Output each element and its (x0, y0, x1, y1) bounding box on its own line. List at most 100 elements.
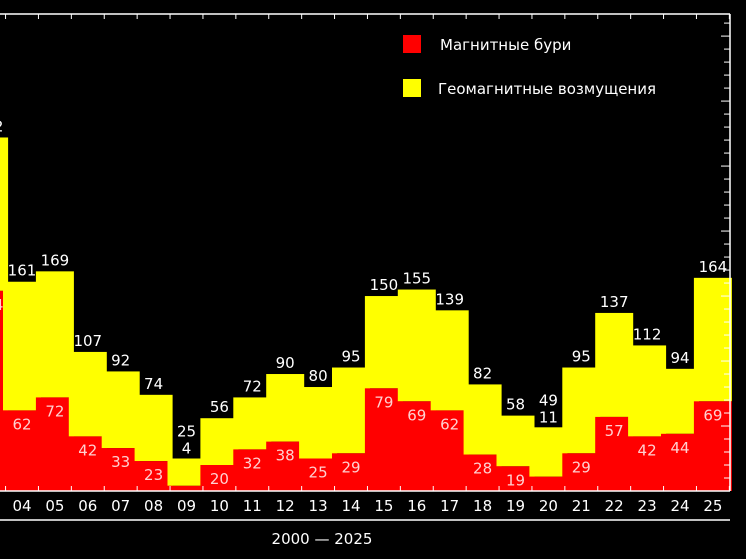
bar-storms-13 (299, 458, 338, 491)
bar-storms-16 (397, 401, 436, 491)
x-tick-label-22: 22 (605, 497, 624, 515)
bars: 2721541616216972107429233742325456207232… (0, 117, 732, 491)
bar-disturbances-06 (68, 351, 107, 437)
bar-storms-23 (628, 436, 667, 491)
total-label-13: 80 (309, 367, 328, 385)
total-label-14: 95 (341, 348, 360, 366)
x-tick-label-18: 18 (473, 497, 492, 515)
bar-storms-20 (529, 476, 568, 491)
storms-label-03: 154 (0, 296, 3, 314)
storms-label-10: 20 (210, 470, 229, 488)
storms-label-24: 44 (670, 439, 689, 457)
storms-label-13: 25 (309, 464, 328, 482)
storms-label-23: 42 (638, 441, 657, 459)
bar-disturbances-07 (101, 371, 140, 449)
total-label-18: 82 (473, 364, 492, 382)
total-label-05: 169 (41, 251, 70, 269)
bar-disturbances-04 (3, 281, 41, 411)
legend-label-storms: Магнитные бури (440, 36, 571, 54)
x-tick-label-14: 14 (341, 497, 360, 515)
total-label-12: 90 (276, 354, 295, 372)
bar-storms-25 (693, 401, 732, 491)
x-tick-label-07: 07 (111, 497, 130, 515)
bar-storms-10 (200, 465, 239, 491)
x-axis-label: 2000 — 2025 (272, 530, 373, 548)
x-tick-label-08: 08 (144, 497, 163, 515)
bar-storms-04 (3, 410, 41, 491)
bar-disturbances-05 (35, 271, 74, 398)
storms-label-17: 62 (440, 415, 459, 433)
bar-storms-15 (364, 388, 403, 491)
x-tick-label-09: 09 (177, 497, 196, 515)
total-label-19: 58 (506, 396, 525, 414)
x-tick-labels: 0304050607080910111213141516171819202122… (12, 497, 722, 515)
total-label-04: 161 (8, 262, 37, 280)
total-label-25: 164 (699, 258, 728, 276)
total-label-23: 112 (633, 325, 662, 343)
total-label-09: 25 (177, 423, 196, 441)
bar-storms-09 (167, 485, 206, 491)
storms-label-08: 23 (144, 466, 163, 484)
bar-storms-06 (68, 436, 107, 491)
legend-swatch-storms (403, 35, 421, 53)
legend: Магнитные бури Геомагнитные возмущения (403, 35, 656, 98)
x-tick-label-21: 21 (572, 497, 591, 515)
bar-storms-22 (595, 416, 634, 491)
axes-frame (0, 13, 731, 492)
bar-storms-12 (266, 441, 305, 491)
total-label-08: 74 (144, 375, 163, 393)
bar-storms-11 (233, 449, 272, 491)
storms-label-12: 38 (276, 447, 295, 465)
x-tick-label-13: 13 (309, 497, 328, 515)
bar-disturbances-20 (529, 427, 568, 477)
total-label-24: 94 (670, 349, 689, 367)
storms-label-19: 19 (506, 471, 525, 489)
storms-label-06: 42 (78, 441, 97, 459)
legend-label-disturbances: Геомагнитные возмущения (438, 80, 656, 98)
bar-storms-24 (661, 433, 699, 491)
total-label-22: 137 (600, 293, 629, 311)
bar-disturbances-12 (266, 374, 305, 442)
bar-storms-08 (134, 461, 173, 491)
total-label-16: 155 (402, 270, 431, 288)
legend-swatch-disturbances (403, 79, 421, 97)
storms-label-07: 33 (111, 453, 130, 471)
bar-disturbances-17 (430, 310, 469, 411)
x-tick-label-25: 25 (703, 497, 722, 515)
total-label-10: 56 (210, 398, 229, 416)
total-label-20: 49 (539, 391, 558, 409)
bar-disturbances-25 (693, 277, 732, 402)
bar-disturbances-22 (595, 312, 634, 417)
bar-storms-05 (35, 397, 74, 491)
bar-storms-17 (430, 410, 469, 491)
bar-storms-18 (463, 454, 502, 491)
x-tick-label-24: 24 (670, 497, 689, 515)
x-tick-label-11: 11 (243, 497, 262, 515)
storms-label-16: 69 (407, 406, 426, 424)
storms-label-04: 62 (12, 415, 31, 433)
bar-storms-19 (496, 466, 535, 491)
storms-label-05: 72 (45, 402, 64, 420)
x-tick-label-05: 05 (45, 497, 64, 515)
x-tick-label-17: 17 (440, 497, 459, 515)
x-tick-label-06: 06 (78, 497, 97, 515)
total-label-21: 95 (572, 348, 591, 366)
x-tick-label-23: 23 (638, 497, 657, 515)
total-label-11: 72 (243, 377, 262, 395)
bar-disturbances-15 (364, 296, 403, 389)
bar-disturbances-08 (134, 394, 173, 462)
x-tick-label-04: 04 (12, 497, 31, 515)
bar-storms-21 (562, 453, 601, 491)
bar-disturbances-09 (167, 458, 206, 486)
x-tick-label-10: 10 (210, 497, 229, 515)
storms-label-14: 29 (341, 458, 360, 476)
x-tick-label-12: 12 (276, 497, 295, 515)
x-tick-label-16: 16 (407, 497, 426, 515)
storms-label-18: 28 (473, 460, 492, 478)
bar-disturbances-13 (299, 387, 338, 459)
storms-label-09: 4 (182, 440, 192, 458)
x-tick-label-15: 15 (374, 497, 393, 515)
bar-disturbances-03 (0, 137, 9, 291)
storms-label-20: 11 (539, 408, 558, 426)
